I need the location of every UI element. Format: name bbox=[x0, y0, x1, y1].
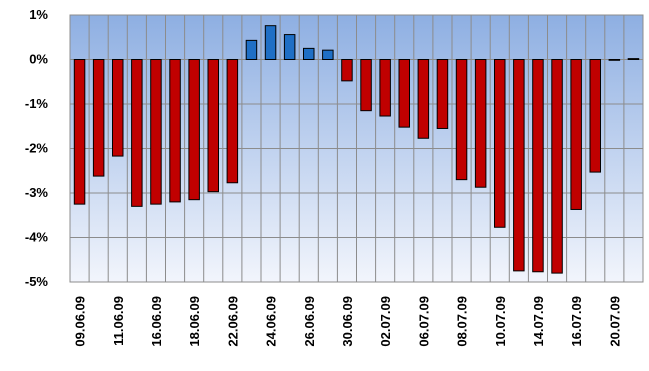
bar bbox=[436, 59, 449, 129]
x-tick-label: 18.06.09 bbox=[187, 296, 202, 347]
bar bbox=[73, 59, 86, 205]
x-tick-label: 22.06.09 bbox=[225, 296, 240, 347]
bar bbox=[245, 39, 258, 61]
x-axis-tick-labels: 09.06.09 11.06.09 16.06.09 18.06.09 22.06.09… bbox=[73, 296, 623, 347]
bar bbox=[111, 59, 124, 157]
bar bbox=[188, 59, 200, 201]
x-tick-label: 11.06.09 bbox=[111, 296, 126, 346]
x-tick-label: 08.07.09 bbox=[455, 296, 470, 347]
x-tick-label: 14.07.09 bbox=[531, 296, 546, 347]
bar bbox=[131, 59, 143, 207]
bar bbox=[417, 59, 430, 139]
x-tick-label: 10.07.09 bbox=[493, 296, 508, 347]
bar bbox=[264, 25, 277, 60]
bar bbox=[551, 59, 563, 274]
bar bbox=[360, 59, 372, 112]
y-tick-label: -4% bbox=[25, 230, 49, 245]
bar bbox=[169, 59, 181, 203]
bar bbox=[455, 59, 468, 181]
x-tick-label: 02.07.09 bbox=[378, 296, 393, 347]
y-axis-tick-labels: 1% 0% -1% -2% -3% -4% -5% bbox=[25, 7, 49, 289]
plot-border bbox=[69, 14, 644, 283]
bar bbox=[322, 49, 334, 60]
bar bbox=[207, 59, 220, 193]
bar bbox=[302, 47, 315, 60]
bar bbox=[570, 59, 582, 210]
x-tick-label: 16.06.09 bbox=[149, 296, 164, 347]
x-tick-label: 09.06.09 bbox=[73, 296, 88, 347]
y-tick-label: 1% bbox=[29, 7, 48, 22]
y-tick-label: -5% bbox=[25, 274, 49, 289]
bar bbox=[226, 59, 239, 184]
x-tick-label: 24.06.09 bbox=[264, 296, 279, 347]
x-tick-label: 16.07.09 bbox=[569, 296, 584, 347]
bar bbox=[513, 59, 525, 272]
x-tick-label: 30.06.09 bbox=[340, 296, 355, 347]
bar bbox=[608, 59, 621, 61]
bar bbox=[589, 59, 602, 173]
x-tick-label: 20.07.09 bbox=[607, 296, 622, 347]
x-tick-label: 06.07.09 bbox=[416, 296, 431, 347]
bar bbox=[341, 59, 353, 82]
bar bbox=[532, 59, 544, 273]
bar bbox=[493, 59, 506, 228]
bar bbox=[627, 58, 640, 61]
y-tick-label: -2% bbox=[25, 141, 49, 156]
y-tick-label: -3% bbox=[25, 185, 49, 200]
bar bbox=[92, 59, 105, 177]
bars bbox=[73, 25, 640, 274]
bar bbox=[379, 59, 391, 117]
y-tick-label: 0% bbox=[29, 52, 48, 67]
bar bbox=[398, 59, 411, 128]
bar bbox=[283, 34, 296, 61]
x-tick-label: 26.06.09 bbox=[302, 296, 317, 347]
bar bbox=[150, 59, 162, 205]
bar bbox=[474, 59, 487, 188]
y-tick-label: -1% bbox=[25, 96, 49, 111]
